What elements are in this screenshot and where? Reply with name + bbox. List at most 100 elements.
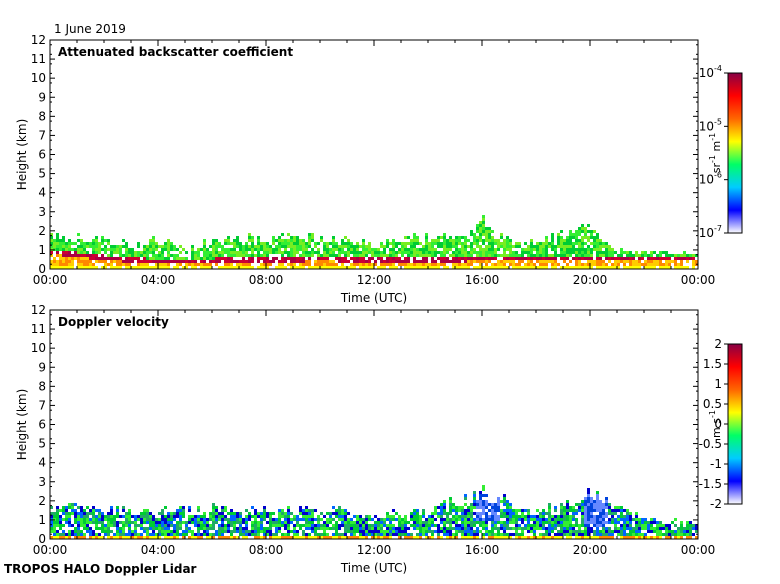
data-cell: [479, 512, 482, 515]
data-cell: [221, 512, 224, 515]
data-cell: [587, 512, 590, 515]
data-cell: [476, 500, 479, 503]
data-cell: [305, 524, 308, 527]
data-cell: [422, 527, 425, 530]
data-cell: [284, 524, 287, 527]
data-cell: [590, 266, 593, 269]
data-cell: [419, 254, 422, 257]
data-cell: [440, 509, 443, 512]
data-cell: [332, 263, 335, 266]
data-cell: [674, 530, 677, 533]
data-cell: [221, 257, 224, 260]
data-cell: [479, 248, 482, 251]
data-cell: [260, 518, 263, 521]
data-cell: [395, 260, 398, 263]
data-cell: [533, 536, 536, 539]
data-cell: [215, 245, 218, 248]
data-cell: [356, 263, 359, 266]
data-cell: [134, 266, 137, 269]
data-cell: [308, 251, 311, 254]
data-cell: [620, 527, 623, 530]
data-cell: [230, 257, 233, 260]
data-cell: [596, 506, 599, 509]
data-cell: [695, 254, 698, 257]
data-cell: [230, 524, 233, 527]
data-cell: [560, 239, 563, 242]
data-cell: [68, 512, 71, 515]
data-cell: [449, 527, 452, 530]
data-cell: [419, 533, 422, 536]
data-cell: [107, 536, 110, 539]
data-cell: [146, 263, 149, 266]
data-cell: [95, 521, 98, 524]
data-cell: [659, 527, 662, 530]
data-cell: [443, 512, 446, 515]
data-cell: [167, 251, 170, 254]
data-cell: [536, 245, 539, 248]
data-cell: [50, 239, 53, 242]
data-cell: [395, 245, 398, 248]
data-cell: [110, 251, 113, 254]
data-cell: [344, 245, 347, 248]
data-cell: [620, 533, 623, 536]
data-cell: [167, 242, 170, 245]
data-cell: [593, 536, 596, 539]
data-cell: [461, 506, 464, 509]
data-cell: [137, 245, 140, 248]
data-cell: [545, 518, 548, 521]
data-cell: [476, 512, 479, 515]
data-cell: [251, 257, 254, 260]
data-cell: [374, 248, 377, 251]
data-cell: [656, 260, 659, 263]
data-cell: [266, 248, 269, 251]
data-cell: [125, 257, 128, 260]
data-cell: [128, 257, 131, 260]
data-cell: [587, 506, 590, 509]
data-cell: [194, 536, 197, 539]
data-cell: [362, 524, 365, 527]
data-cell: [404, 245, 407, 248]
data-cell: [527, 512, 530, 515]
data-cell: [248, 515, 251, 518]
data-cell: [356, 530, 359, 533]
chart-title: Doppler velocity: [58, 315, 169, 329]
data-cell: [377, 536, 380, 539]
data-cell: [596, 536, 599, 539]
data-cell: [563, 251, 566, 254]
data-cell: [572, 251, 575, 254]
data-cell: [470, 233, 473, 236]
data-cell: [104, 239, 107, 242]
data-cell: [686, 536, 689, 539]
data-cell: [452, 266, 455, 269]
data-cell: [482, 509, 485, 512]
data-cell: [404, 257, 407, 260]
data-cell: [233, 512, 236, 515]
data-cell: [677, 257, 680, 260]
data-cell: [278, 518, 281, 521]
data-cell: [308, 233, 311, 236]
data-cell: [59, 260, 62, 263]
data-cell: [197, 263, 200, 266]
data-cell: [605, 257, 608, 260]
data-cell: [587, 239, 590, 242]
data-cell: [305, 518, 308, 521]
data-cell: [428, 248, 431, 251]
data-cell: [143, 518, 146, 521]
data-field: [50, 485, 698, 539]
data-cell: [455, 530, 458, 533]
data-cell: [200, 527, 203, 530]
data-cell: [515, 524, 518, 527]
data-cell: [479, 521, 482, 524]
data-cell: [80, 251, 83, 254]
data-cell: [584, 497, 587, 500]
data-cell: [494, 263, 497, 266]
data-cell: [125, 524, 128, 527]
data-cell: [389, 254, 392, 257]
data-cell: [437, 536, 440, 539]
data-cell: [608, 251, 611, 254]
data-cell: [98, 521, 101, 524]
data-cell: [158, 260, 161, 263]
data-cell: [647, 530, 650, 533]
data-cell: [473, 242, 476, 245]
data-cell: [131, 257, 134, 260]
